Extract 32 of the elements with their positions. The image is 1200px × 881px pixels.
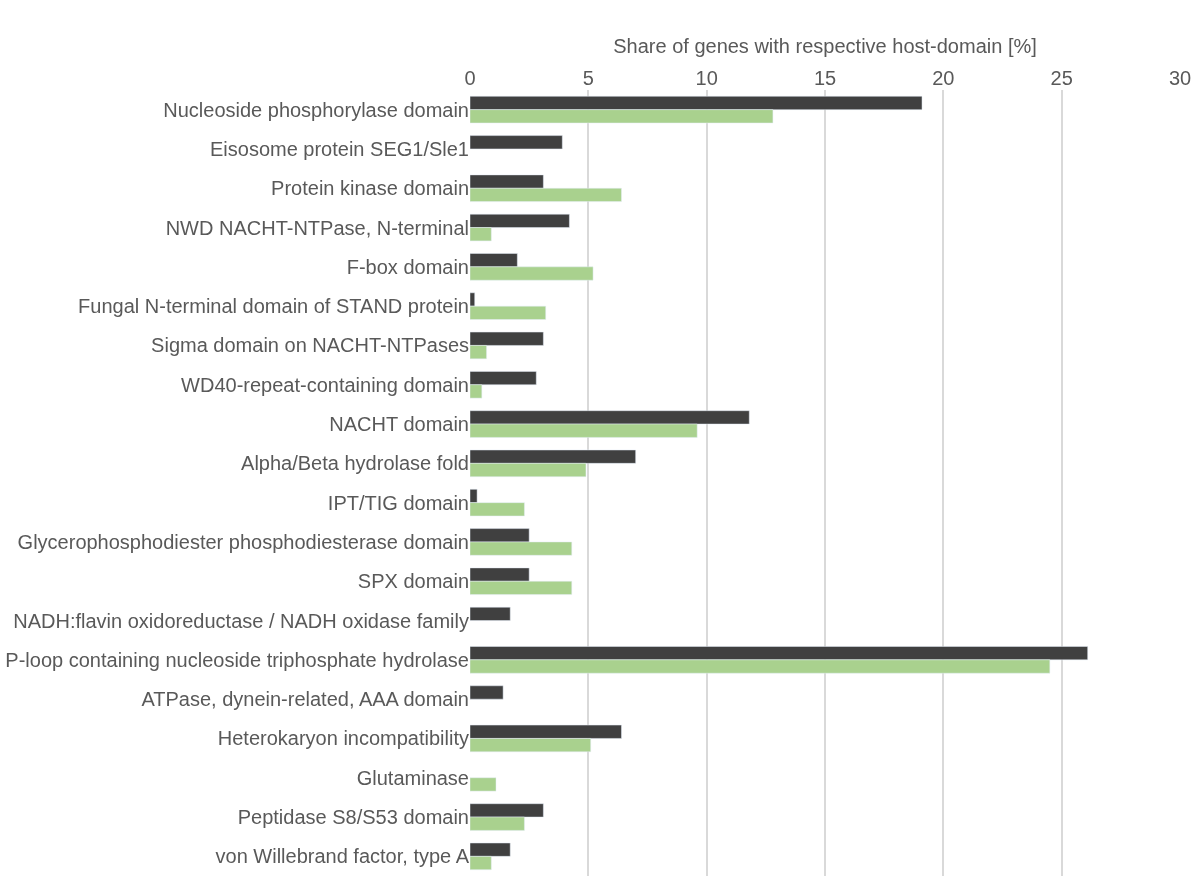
y-tick-label: NADH:flavin oxidoreductase / NADH oxidase family (13, 609, 469, 632)
y-tick-label: Glutaminase (356, 766, 469, 789)
y-tick-label: Protein kinase domain (271, 177, 469, 200)
y-tick-label: Heterokaryon incompatibility (217, 727, 469, 750)
x-tick-label: 20 (932, 67, 955, 89)
y-tick-label: NACHT domain (329, 413, 469, 436)
y-tick-label: NWD NACHT-NTPase, N-terminal (165, 216, 469, 239)
bar (470, 606, 511, 621)
bar (470, 777, 497, 792)
y-tick-label: Fungal N-terminal domain of STAND protein (78, 295, 469, 318)
x-tick-label: 5 (582, 67, 594, 89)
y-tick-label: Nucleoside phosphorylase domain (163, 98, 469, 121)
y-tick-label: Glycerophosphodiester phosphodiesterase domain (17, 530, 469, 553)
y-tick-label: Eisosome protein SEG1/Sle1 (209, 137, 469, 160)
x-tick-label: 10 (695, 67, 718, 89)
y-tick-label: Peptidase S8/S53 domain (237, 806, 469, 829)
x-tick-label: 0 (464, 67, 476, 89)
bar (470, 135, 563, 150)
y-tick-label: ATPase, dynein-related, AAA domain (141, 688, 469, 711)
x-axis-title: Share of genes with respective host-domain [%] (613, 34, 1037, 57)
y-tick-label: Alpha/Beta hydrolase fold (241, 452, 469, 475)
y-tick-label: Sigma domain on NACHT-NTPases (151, 334, 469, 357)
y-tick-label: P-loop containing nucleoside triphosphate hydrolase (5, 648, 469, 671)
x-tick-label: 15 (813, 67, 837, 89)
x-tick-label: 25 (1050, 67, 1073, 89)
y-tick-label: IPT/TIG domain (327, 491, 469, 514)
bar (470, 685, 504, 700)
y-tick-label: von Willebrand factor, type A (215, 845, 470, 868)
x-tick-label: 30 (1168, 67, 1192, 89)
y-tick-label: SPX domain (357, 570, 469, 593)
y-tick-label: F-box domain (346, 255, 469, 278)
y-tick-label: WD40-repeat-containing domain (181, 373, 469, 396)
